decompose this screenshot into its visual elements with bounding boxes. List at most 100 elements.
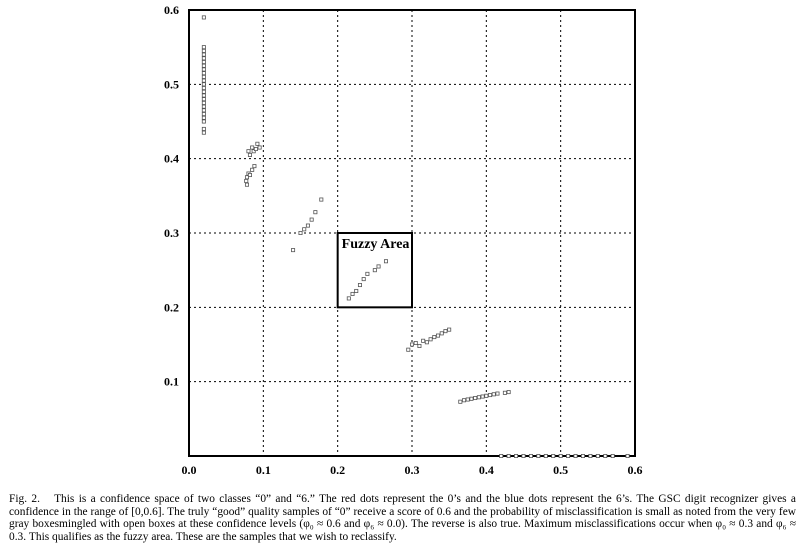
data-point bbox=[257, 145, 262, 150]
data-point bbox=[251, 149, 256, 154]
data-point bbox=[495, 391, 500, 396]
data-point bbox=[244, 178, 249, 183]
data-point bbox=[201, 108, 206, 113]
x-tick-label: 0.2 bbox=[330, 463, 345, 477]
data-point bbox=[502, 390, 507, 395]
data-point bbox=[201, 119, 206, 124]
scatter-chart: Fuzzy Area 0.0 0.1 0.2 0.3 0.4 0.5 0.6 0.10.20… bbox=[164, 3, 643, 477]
data-point bbox=[372, 268, 377, 273]
data-point bbox=[473, 396, 478, 401]
data-point bbox=[543, 453, 548, 458]
data-point bbox=[250, 167, 255, 172]
data-point bbox=[201, 74, 206, 79]
y-tick-label: 0.6 bbox=[164, 3, 179, 17]
x-tick-label: 0.1 bbox=[256, 463, 271, 477]
data-point bbox=[383, 259, 388, 264]
data-point bbox=[428, 337, 433, 342]
data-point bbox=[201, 45, 206, 50]
x-axis-tick-labels: 0.0 0.1 0.2 0.3 0.4 0.5 0.6 bbox=[182, 463, 643, 477]
data-point bbox=[201, 100, 206, 105]
data-point bbox=[247, 152, 252, 157]
data-point bbox=[309, 217, 314, 222]
y-tick-label: 0.3 bbox=[164, 226, 179, 240]
data-point bbox=[201, 82, 206, 87]
data-point bbox=[255, 141, 260, 146]
data-point bbox=[558, 453, 563, 458]
data-point bbox=[350, 291, 355, 296]
data-point bbox=[421, 338, 426, 343]
data-point bbox=[595, 453, 600, 458]
data-point bbox=[201, 63, 206, 68]
data-point bbox=[491, 392, 496, 397]
data-point bbox=[480, 394, 485, 399]
data-point bbox=[488, 393, 493, 398]
data-point bbox=[201, 126, 206, 131]
x-tick-label: 0.6 bbox=[628, 463, 643, 477]
data-point bbox=[417, 343, 422, 348]
fuzzy-area-label: Fuzzy Area bbox=[342, 237, 410, 252]
data-point bbox=[244, 182, 249, 187]
y-tick-label: 0.2 bbox=[164, 300, 179, 314]
data-point bbox=[313, 210, 318, 215]
data-point bbox=[521, 453, 526, 458]
data-point bbox=[458, 399, 463, 404]
data-point bbox=[201, 93, 206, 98]
grid-lines bbox=[189, 10, 635, 456]
data-point bbox=[514, 453, 519, 458]
x-tick-label: 0.0 bbox=[182, 463, 197, 477]
y-axis-tick-labels: 0.1 0.2 0.3 0.4 0.5 0.6 bbox=[164, 3, 179, 389]
data-point bbox=[201, 97, 206, 102]
data-point bbox=[201, 86, 206, 91]
y-tick-label: 0.1 bbox=[164, 375, 179, 389]
data-point bbox=[357, 283, 362, 288]
data-point bbox=[443, 329, 448, 334]
data-point bbox=[201, 112, 206, 117]
figure-number: Fig. 2. bbox=[9, 493, 40, 505]
fuzzy-area-annotation: Fuzzy Area bbox=[336, 232, 413, 309]
data-point bbox=[610, 453, 615, 458]
data-point bbox=[409, 342, 414, 347]
x-tick-label: 0.4 bbox=[479, 463, 494, 477]
data-point bbox=[365, 271, 370, 276]
x-tick-label: 0.5 bbox=[553, 463, 568, 477]
data-point bbox=[376, 264, 381, 269]
data-point bbox=[625, 453, 630, 458]
data-point bbox=[580, 453, 585, 458]
data-point bbox=[201, 130, 206, 135]
data-point bbox=[247, 173, 252, 178]
y-tick-label: 0.4 bbox=[164, 152, 179, 166]
data-point bbox=[201, 78, 206, 83]
data-point bbox=[302, 227, 307, 232]
data-point bbox=[250, 145, 255, 150]
data-point bbox=[305, 223, 310, 228]
data-point bbox=[201, 52, 206, 57]
data-point bbox=[252, 164, 257, 169]
data-point bbox=[603, 453, 608, 458]
data-point bbox=[298, 230, 303, 235]
caption-text: This is a confidence space of two classe… bbox=[9, 493, 796, 543]
data-point bbox=[201, 56, 206, 61]
data-point bbox=[573, 453, 578, 458]
data-point bbox=[484, 393, 489, 398]
data-point bbox=[201, 67, 206, 72]
data-point bbox=[406, 347, 411, 352]
data-point bbox=[432, 335, 437, 340]
data-point bbox=[506, 453, 511, 458]
data-point bbox=[201, 89, 206, 94]
data-point bbox=[319, 197, 324, 202]
data-point bbox=[462, 398, 467, 403]
data-point bbox=[201, 60, 206, 65]
data-point bbox=[246, 149, 251, 154]
data-point bbox=[291, 248, 296, 253]
data-point bbox=[469, 396, 474, 401]
data-point bbox=[253, 147, 258, 152]
data-point bbox=[566, 453, 571, 458]
fuzzy-area-box bbox=[336, 232, 413, 309]
data-points bbox=[201, 15, 630, 458]
plot-frame bbox=[188, 9, 636, 457]
data-point bbox=[354, 288, 359, 293]
data-point bbox=[499, 453, 504, 458]
x-tick-label: 0.3 bbox=[405, 463, 420, 477]
data-point bbox=[201, 15, 206, 20]
data-point bbox=[436, 333, 441, 338]
